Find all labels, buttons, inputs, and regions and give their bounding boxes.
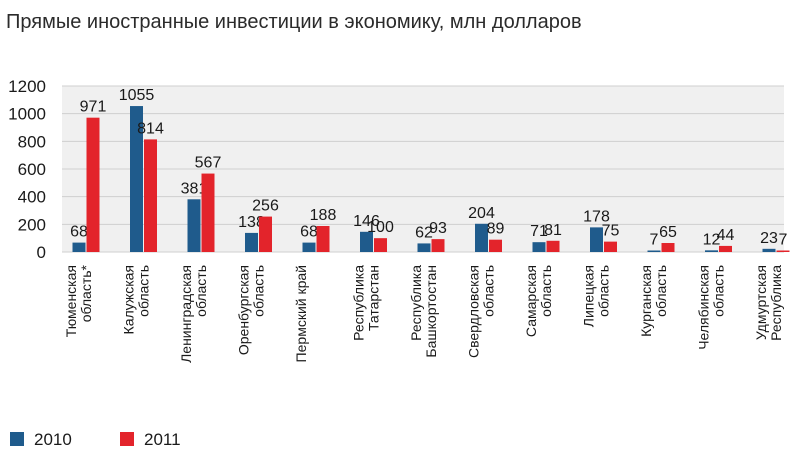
category-label: Татарстан bbox=[366, 265, 382, 331]
data-label-2010: 381 bbox=[181, 180, 208, 197]
bar-2010 bbox=[762, 248, 776, 252]
bar-2011 bbox=[86, 117, 100, 252]
y-tick-label: 200 bbox=[18, 215, 46, 234]
data-label-2011: 188 bbox=[310, 207, 337, 224]
data-label-2011: 44 bbox=[717, 227, 735, 244]
legend-label-2010: 2010 bbox=[34, 430, 72, 449]
category-label: область bbox=[653, 265, 669, 317]
category-label: область bbox=[538, 265, 554, 317]
category-label: Калужская bbox=[121, 265, 137, 334]
legend-label-2011: 2011 bbox=[144, 430, 181, 449]
data-label-2010: 23 bbox=[760, 230, 778, 247]
data-label-2011: 971 bbox=[80, 99, 107, 116]
data-label-2010: 68 bbox=[70, 224, 88, 241]
bar-2011 bbox=[489, 239, 502, 252]
data-label-2011: 100 bbox=[367, 219, 394, 236]
category-label: Республика bbox=[408, 265, 424, 341]
bar-2010 bbox=[417, 243, 431, 252]
bar-2010 bbox=[647, 250, 661, 252]
bar-2010 bbox=[590, 227, 603, 252]
data-label-2010: 71 bbox=[530, 223, 548, 240]
category-label: Липецкая bbox=[581, 265, 597, 327]
bar-2011 bbox=[546, 240, 560, 252]
category-label: область bbox=[136, 265, 152, 317]
data-label-2011: 93 bbox=[429, 220, 447, 237]
legend-swatch-2011 bbox=[120, 432, 134, 446]
y-tick-label: 1200 bbox=[8, 77, 46, 96]
bar-2010 bbox=[302, 242, 316, 252]
category-label: Республика bbox=[351, 265, 367, 341]
bar-2011 bbox=[661, 243, 675, 252]
data-label-2010: 7 bbox=[650, 232, 659, 249]
category-label: область bbox=[193, 265, 209, 317]
data-label-2010: 146 bbox=[353, 213, 380, 230]
data-label-2010: 12 bbox=[703, 231, 721, 248]
data-label-2010: 62 bbox=[415, 224, 433, 241]
category-label: область bbox=[596, 265, 612, 317]
data-label-2010: 1055 bbox=[119, 87, 155, 104]
legend-swatch-2010 bbox=[10, 432, 24, 446]
data-label-2011: 256 bbox=[252, 198, 279, 215]
category-label: Башкортостан bbox=[423, 265, 439, 358]
y-tick-label: 1000 bbox=[8, 105, 46, 124]
category-label: Челябинская bbox=[696, 265, 712, 350]
bar-2010 bbox=[245, 232, 258, 252]
y-tick-label: 400 bbox=[18, 188, 46, 207]
bar-2011 bbox=[776, 250, 790, 252]
bar-2010 bbox=[532, 242, 546, 252]
category-label: Свердловская bbox=[466, 265, 482, 358]
category-label: Республика bbox=[768, 265, 784, 341]
bar-2011 bbox=[201, 173, 215, 252]
bar-2011 bbox=[431, 239, 445, 252]
y-tick-label: 0 bbox=[37, 243, 46, 262]
bar-2011 bbox=[144, 139, 157, 252]
data-label-2010: 178 bbox=[583, 208, 610, 225]
data-label-2010: 138 bbox=[238, 214, 265, 231]
bar-2011 bbox=[374, 238, 387, 252]
bar-2011 bbox=[316, 225, 330, 252]
category-label: Самарская bbox=[523, 265, 539, 337]
bar-2010 bbox=[72, 242, 86, 252]
data-label-2011: 814 bbox=[137, 120, 164, 137]
category-label: область* bbox=[78, 264, 94, 322]
data-label-2010: 68 bbox=[300, 224, 318, 241]
data-label-2011: 89 bbox=[487, 221, 505, 238]
category-label: Удмуртская bbox=[753, 265, 769, 340]
category-label: Ленинградская bbox=[178, 265, 194, 363]
category-label: Курганская bbox=[638, 265, 654, 337]
data-label-2011: 567 bbox=[195, 155, 222, 172]
category-label: область bbox=[251, 265, 267, 317]
bar-2011 bbox=[604, 241, 617, 252]
data-label-2011: 65 bbox=[659, 224, 677, 241]
bar-2010 bbox=[475, 223, 488, 252]
y-tick-label: 800 bbox=[18, 132, 46, 151]
chart-title: Прямые иностранные инвестиции в экономик… bbox=[6, 11, 582, 33]
data-label-2010: 204 bbox=[468, 205, 495, 222]
bar-2010 bbox=[360, 231, 373, 252]
category-label: Тюменская bbox=[63, 265, 79, 337]
bar-2010 bbox=[705, 250, 718, 252]
bar-2011 bbox=[259, 216, 272, 252]
bar-2010 bbox=[130, 106, 143, 252]
y-tick-label: 600 bbox=[18, 160, 46, 179]
category-label: область bbox=[481, 265, 497, 317]
category-label: Оренбургская bbox=[236, 265, 252, 355]
bar-2010 bbox=[187, 199, 201, 252]
data-label-2011: 75 bbox=[602, 223, 620, 240]
bar-2011 bbox=[719, 245, 732, 252]
category-label: область bbox=[711, 265, 727, 317]
data-label-2011: 7 bbox=[779, 232, 788, 249]
data-label-2011: 81 bbox=[544, 222, 562, 239]
category-label: Пермский край bbox=[293, 265, 309, 362]
